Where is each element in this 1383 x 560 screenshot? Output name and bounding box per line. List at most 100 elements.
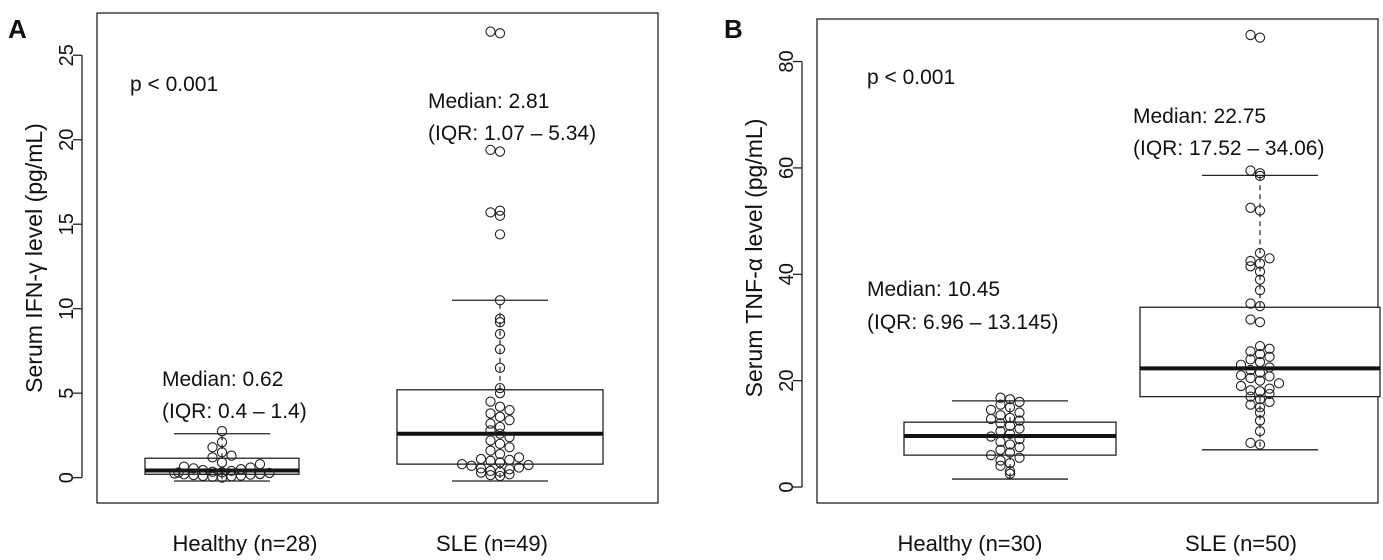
panel-b-group1-data-point: [1004, 465, 1016, 477]
panel-b-group2-data-point: [1254, 274, 1266, 285]
panel-b-group2-data-point: [1254, 168, 1266, 179]
panel-a-group1-data-point: [207, 466, 218, 477]
panel-b-group2-data-point: [1235, 359, 1247, 370]
panel-b-group1-data-point: [1014, 407, 1025, 418]
panel-a-group2-data-point: [475, 467, 487, 478]
panel-a-healthy-iqr: (IQR: 0.4 – 1.4): [162, 400, 307, 423]
panel-a-group2-box: [396, 389, 604, 465]
panel-a-group1-data-point: [207, 452, 218, 463]
panel-a-group1-data-point: [264, 467, 275, 479]
panel-a-group1-data-point: [216, 437, 228, 448]
panel-a-xlabel-sle: SLE (n=49): [436, 531, 548, 556]
panel-b-pvalue: p < 0.001: [867, 66, 955, 89]
panel-b-group2-box: [1139, 306, 1381, 398]
panel-b-group2-data-point: [1254, 367, 1266, 378]
panel-a: A 0 5 10 15 20 25 Serum IFN-γ level (pg/mL) p…: [8, 12, 659, 556]
panel-a-group1-data-point: [216, 447, 228, 458]
panel-b-y-tick-label: 0: [776, 481, 798, 492]
panel-a-group2-data-point: [494, 421, 506, 433]
panel-b: B 0 20 40 60 80 Serum TNF-α level (pg/mL) p …: [724, 14, 1381, 556]
panel-b-group2-data-point: [1254, 301, 1266, 312]
panel-a-sle-median: Median: 2.81: [428, 90, 549, 113]
panel-a-group1-data-point: [197, 464, 209, 476]
panel-b-group2-data-point: [1254, 266, 1266, 277]
panel-b-group1-data-point: [1014, 415, 1025, 426]
panel-b-group2-data-point: [1264, 396, 1275, 408]
panel-b-group1-data-point: [1014, 423, 1025, 434]
panel-a-pvalue: p < 0.001: [130, 73, 218, 96]
panel-a-group1-data-point: [178, 461, 190, 472]
panel-a-group2-data-point: [513, 462, 525, 473]
panel-a-group2-data-point: [485, 207, 496, 218]
panel-b-group1-data-point: [995, 392, 1006, 403]
panel-b-group1-data-point: [1004, 428, 1016, 440]
panel-a-y-tick-label: 5: [56, 388, 78, 399]
panel-a-group2-data-point: [485, 435, 496, 446]
panel-b-group2-data-point: [1254, 317, 1266, 328]
panel-a-group2-data-point: [485, 396, 496, 407]
panel-b-group1-data-point: [995, 444, 1006, 455]
panel-a-group2-data-point: [494, 205, 506, 216]
panel-b-group1-data-point: [1014, 442, 1025, 453]
panel-b-group2-data-point: [1254, 285, 1266, 296]
panel-a-group2-data-point: [494, 295, 506, 306]
panel-a-group2-data-point: [494, 210, 506, 221]
panel-a-group2-data-point: [523, 459, 534, 471]
panel-b-group2-data-point: [1254, 170, 1266, 182]
panel-b-group1-data-point: [1004, 394, 1016, 405]
panel-b-group2-data-point: [1254, 394, 1266, 405]
panel-a-group2-data-point: [494, 382, 506, 394]
panel-b-group1-data-point: [1004, 402, 1016, 413]
panel-b-group2-data-point: [1254, 356, 1266, 368]
panel-a-group1-data-point: [173, 467, 184, 478]
panel-b-group2-data-point: [1254, 426, 1266, 437]
panel-b-group1-data-point: [995, 399, 1006, 410]
panel-a-y-tick-label: 0: [56, 472, 78, 483]
panel-b-group1-data-point: [1014, 396, 1025, 408]
panel-b-y-tick-label: 20: [776, 370, 798, 392]
panel-b-group2-data-point: [1273, 378, 1285, 389]
panel-a-y-tick-label: 25: [56, 44, 78, 66]
panel-a-group1-data-point: [235, 464, 247, 475]
panel-b-healthy-median: Median: 10.45: [867, 278, 1000, 301]
panel-b-label: B: [724, 14, 743, 44]
panel-a-group1-data-point: [226, 465, 237, 477]
panel-b-group2-data-point: [1264, 343, 1275, 354]
panel-b-y-tick-label: 60: [776, 157, 798, 179]
panel-a-label: A: [8, 14, 27, 44]
panel-a-y-tick-label: 20: [56, 129, 78, 151]
panel-a-group2-data-point: [494, 448, 506, 460]
panel-a-group2-data-point: [504, 469, 515, 480]
panel-a-group1-data-point: [188, 463, 199, 474]
panel-b-group2-data-point: [1245, 165, 1256, 176]
panel-b-group1-data-point: [1014, 452, 1025, 463]
panel-a-group2-data-point: [504, 404, 515, 416]
panel-a-group2-data-point: [485, 469, 496, 481]
panel-a-group1-data-point: [245, 462, 256, 473]
panel-b-group2-data-point: [1245, 261, 1256, 272]
panel-a-group2-data-point: [494, 457, 506, 468]
panel-b-group2-data-point: [1264, 351, 1275, 362]
panel-b-xlabel-healthy: Healthy (n=30): [898, 531, 1043, 556]
panel-b-group2-data-point: [1245, 354, 1256, 365]
panel-b-group2-data-point: [1245, 372, 1256, 384]
panel-b-group2-data-point: [1264, 362, 1275, 373]
panel-b-group1-data-point: [995, 410, 1006, 421]
panel-b-group2-data-point: [1235, 380, 1247, 392]
panel-b-group1-data-point: [995, 418, 1006, 429]
panel-a-group2-data-point: [466, 460, 477, 471]
panel-a-group2-data-point: [485, 408, 496, 419]
panel-b-group1-data-point: [985, 404, 997, 416]
panel-b-group2-data-point: [1254, 205, 1266, 216]
panel-b-group2-data-point: [1254, 340, 1266, 352]
panel-b-group2-data-point: [1235, 370, 1247, 381]
panel-b-group1-data-point: [1004, 439, 1016, 450]
panel-a-group1-data-point: [216, 426, 228, 437]
panel-a-ylabel: Serum IFN-γ level (pg/mL): [21, 123, 47, 393]
panel-b-group1-data-point: [1004, 468, 1016, 479]
panel-a-group2-data-point: [504, 415, 515, 426]
panel-b-y-tick-label: 80: [776, 50, 798, 72]
panel-a-healthy-median: Median: 0.62: [162, 368, 283, 391]
panel-b-plot-frame: [816, 18, 1379, 504]
panel-b-group1-data-point: [1004, 420, 1016, 432]
